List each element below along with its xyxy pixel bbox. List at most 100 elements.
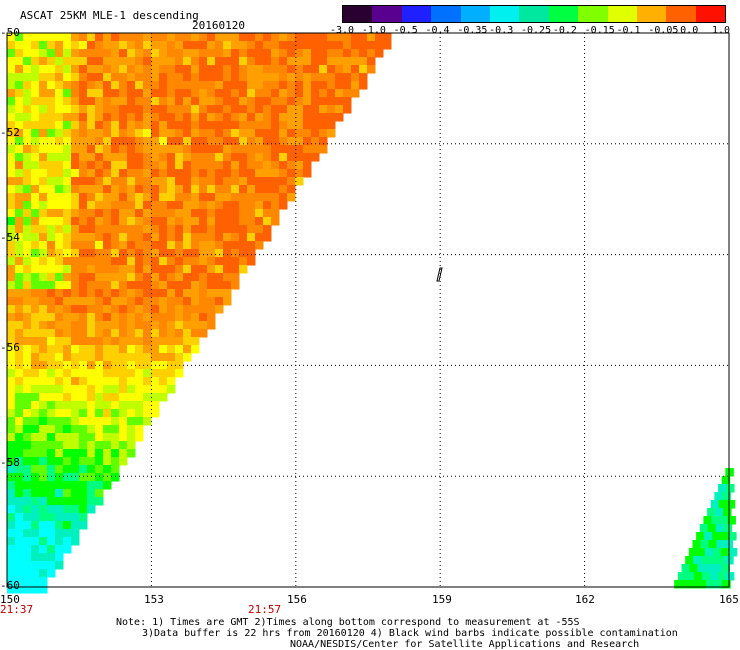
- wind-cell: [39, 481, 48, 490]
- wind-cell: [327, 89, 336, 98]
- wind-cell: [63, 57, 72, 66]
- wind-cell: [159, 249, 168, 258]
- wind-cell: [255, 169, 264, 178]
- wind-cell: [183, 209, 192, 218]
- wind-cell: [159, 81, 168, 90]
- wind-cell: [7, 337, 16, 346]
- wind-cell: [71, 217, 80, 226]
- wind-cell: [63, 33, 72, 42]
- wind-cell: [127, 89, 136, 98]
- wind-cell: [263, 185, 272, 194]
- wind-cell: [191, 49, 200, 58]
- wind-cell: [319, 137, 328, 146]
- wind-cell: [127, 329, 136, 338]
- wind-cells: [7, 33, 738, 594]
- wind-cell: [151, 353, 160, 362]
- wind-cell: [71, 273, 80, 282]
- wind-cell: [55, 393, 64, 402]
- wind-cell: [119, 385, 128, 394]
- wind-cell: [87, 225, 96, 234]
- wind-cell: [271, 49, 280, 58]
- wind-cell: [167, 209, 176, 218]
- wind-cell: [151, 369, 160, 378]
- wind-cell: [79, 297, 88, 306]
- wind-cell: [79, 401, 88, 410]
- wind-cell: [167, 153, 176, 162]
- wind-cell: [39, 41, 48, 50]
- wind-cell: [7, 217, 16, 226]
- wind-cell: [15, 233, 24, 242]
- wind-cell: [135, 425, 144, 434]
- wind-cell: [39, 289, 48, 298]
- wind-cell: [87, 377, 96, 386]
- wind-cell: [63, 473, 72, 482]
- wind-cell: [215, 257, 224, 266]
- wind-cell: [31, 305, 40, 314]
- wind-cell: [111, 257, 120, 266]
- wind-cell: [151, 113, 160, 122]
- wind-cell: [159, 129, 168, 138]
- wind-cell: [79, 33, 88, 42]
- wind-cell: [95, 465, 104, 474]
- wind-cell: [199, 185, 208, 194]
- wind-cell: [271, 185, 280, 194]
- wind-cell: [87, 65, 96, 74]
- wind-cell: [55, 105, 64, 114]
- wind-cell: [343, 73, 352, 82]
- wind-cell: [295, 177, 304, 186]
- wind-cell: [311, 65, 320, 74]
- wind-cell: [263, 145, 272, 154]
- wind-cell: [714, 492, 723, 501]
- wind-cell: [151, 65, 160, 74]
- wind-cell: [191, 137, 200, 146]
- wind-cell: [223, 81, 232, 90]
- wind-cell: [375, 49, 384, 58]
- wind-cell: [87, 89, 96, 98]
- wind-cell: [55, 377, 64, 386]
- wind-cell: [15, 161, 24, 170]
- lon-label: 162: [575, 593, 595, 606]
- wind-cell: [15, 345, 24, 354]
- wind-cell: [191, 41, 200, 50]
- wind-cell: [199, 57, 208, 66]
- wind-cell: [247, 33, 256, 42]
- wind-cell: [15, 409, 24, 418]
- wind-cell: [711, 516, 720, 525]
- wind-cell: [55, 185, 64, 194]
- wind-cell: [95, 321, 104, 330]
- wind-cell: [31, 489, 40, 498]
- wind-cell: [63, 201, 72, 210]
- wind-cell: [7, 545, 16, 554]
- colorbar-segment: [607, 6, 637, 22]
- wind-cell: [127, 113, 136, 122]
- wind-cell: [311, 97, 320, 106]
- wind-cell: [63, 97, 72, 106]
- wind-cell: [63, 81, 72, 90]
- wind-cell: [47, 49, 56, 58]
- wind-cell: [255, 241, 264, 250]
- wind-cell: [23, 425, 32, 434]
- wind-cell: [191, 97, 200, 106]
- wind-cell: [95, 201, 104, 210]
- wind-cell: [183, 313, 192, 322]
- wind-cell: [63, 537, 72, 546]
- wind-cell: [167, 329, 176, 338]
- wind-cell: [207, 193, 216, 202]
- wind-cell: [23, 457, 32, 466]
- wind-cell: [15, 201, 24, 210]
- wind-cell: [7, 473, 16, 482]
- wind-cell: [31, 321, 40, 330]
- wind-cell: [55, 505, 64, 514]
- wind-cell: [103, 233, 112, 242]
- wind-cell: [47, 129, 56, 138]
- wind-cell: [231, 137, 240, 146]
- wind-cell: [103, 89, 112, 98]
- wind-cell: [7, 577, 16, 586]
- wind-cell: [47, 161, 56, 170]
- wind-cell: [255, 225, 264, 234]
- wind-cell: [111, 465, 120, 474]
- wind-cell: [39, 417, 48, 426]
- wind-cell: [271, 73, 280, 82]
- wind-cell: [215, 297, 224, 306]
- wind-cell: [79, 41, 88, 50]
